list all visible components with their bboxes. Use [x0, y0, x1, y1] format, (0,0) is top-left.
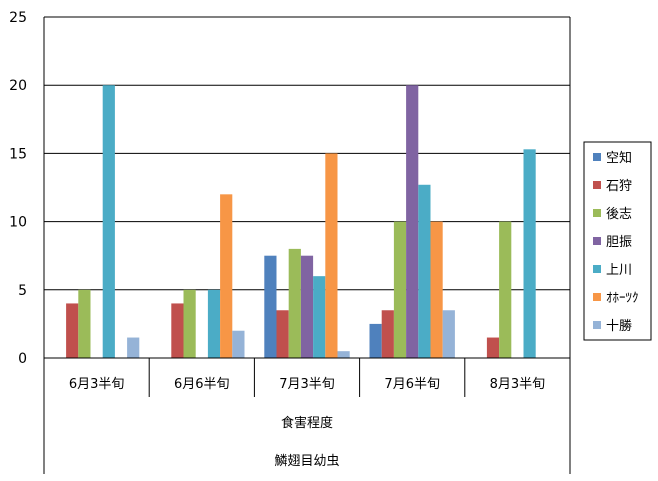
bar: [393, 221, 407, 358]
y-tick-label: 15: [9, 146, 27, 162]
bar: [313, 276, 326, 358]
category-group-label: 鱗翅目幼虫: [274, 453, 339, 469]
bar: [127, 337, 140, 358]
bar: [337, 351, 350, 358]
axes: [43, 16, 571, 474]
bar: [499, 221, 512, 358]
legend-swatch: [593, 153, 601, 161]
bar: [183, 289, 196, 358]
bar: [406, 85, 419, 358]
legend-label: 胆振: [606, 235, 632, 250]
legend-swatch: [593, 237, 601, 245]
bar: [66, 303, 79, 358]
bar: [381, 310, 394, 358]
gridlines: [44, 16, 570, 291]
legend-label: 後志: [606, 207, 632, 222]
y-tick-labels: 0 5 10 15 20 25: [9, 10, 27, 367]
bar: [232, 330, 245, 358]
category-group-label: 食害程度: [281, 415, 333, 431]
legend-swatch: [593, 321, 601, 329]
legend-label: 十勝: [606, 319, 632, 334]
y-tick-label: 5: [18, 283, 27, 299]
bar: [369, 323, 382, 358]
legend-label: ｵﾎｰﾂｸ: [606, 291, 639, 306]
x-tick-label: 6月3半旬: [69, 377, 125, 392]
x-tick-label: 6月6半旬: [174, 377, 230, 392]
legend-swatch: [593, 181, 601, 189]
x-tick-label: 7月6半旬: [384, 377, 440, 392]
legend-swatch: [593, 293, 601, 301]
bar: [171, 303, 184, 358]
y-tick-label: 20: [9, 78, 27, 94]
x-tick-label: 7月3半旬: [279, 377, 335, 392]
bar: [300, 255, 314, 358]
bar: [78, 289, 91, 358]
legend-label: 上川: [606, 263, 632, 278]
category-labels: 6月3半旬 6月6半旬 7月3半旬 7月6半旬 8月3半旬: [69, 377, 545, 392]
legend-label: 空知: [606, 150, 632, 166]
bar: [418, 184, 431, 358]
x-tick-label: 8月3半旬: [490, 377, 546, 392]
bar: [264, 255, 277, 358]
legend-label: 石狩: [606, 179, 632, 194]
legend-swatch: [593, 265, 601, 273]
y-tick-label: 10: [9, 215, 27, 231]
bar: [102, 85, 115, 358]
y-tick-label: 0: [18, 351, 27, 367]
bar: [486, 337, 500, 358]
bar: [442, 310, 455, 358]
y-tick-label: 25: [9, 10, 27, 26]
legend-swatch: [593, 209, 601, 217]
bar: [523, 149, 536, 358]
bar: [288, 248, 301, 358]
bar: [207, 289, 221, 358]
bar: [220, 194, 233, 358]
bar: [276, 310, 289, 358]
bars: [66, 85, 536, 358]
bar: [325, 153, 338, 358]
bar: [430, 221, 443, 358]
